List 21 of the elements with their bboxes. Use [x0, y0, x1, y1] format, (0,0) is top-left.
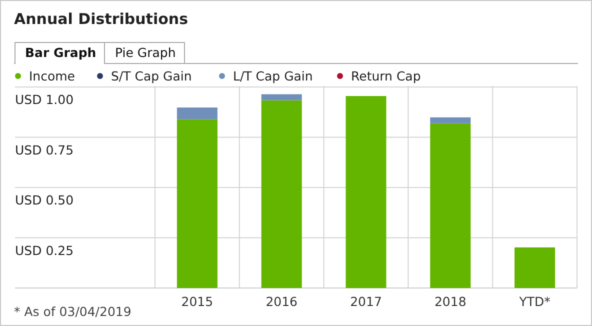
y-tick-label: 1.00: [46, 92, 74, 107]
y-axis-title: USD: [15, 242, 46, 258]
tab: Pie Graph: [104, 42, 185, 64]
legend-label: Income: [29, 68, 76, 84]
x-tick-label: YTD*: [518, 294, 550, 309]
tab: Bar Graph: [14, 42, 105, 64]
text: USD: [15, 92, 42, 107]
y-tick-label: 0.75: [46, 142, 74, 158]
chart-title: Annual Distributions: [14, 10, 188, 28]
legend-label: L/T Cap Gain: [233, 68, 313, 84]
y-tick-label: 0.50: [46, 192, 74, 208]
x-tick-label: 2015: [181, 294, 214, 309]
text: USD: [15, 142, 42, 158]
legend-label: S/T Cap Gain: [111, 68, 192, 84]
text: * As of 03/04/2019: [14, 304, 132, 319]
x-tick-label: 2017: [350, 294, 382, 309]
x-tick-label: 2018: [434, 294, 466, 309]
x-tick-label: 2016: [266, 294, 298, 309]
text: USD: [15, 192, 42, 208]
y-tick-label: 0.25: [46, 242, 74, 258]
legend-label: Return Cap: [351, 68, 421, 84]
